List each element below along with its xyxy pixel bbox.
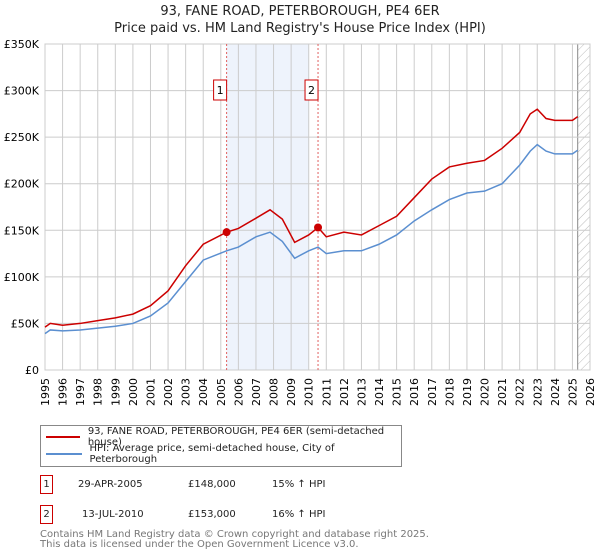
x-tick-label: 2009 — [285, 378, 298, 406]
x-tick-label: 2025 — [566, 378, 579, 406]
x-tick-label: 2013 — [355, 378, 368, 406]
x-tick-label: 2003 — [180, 378, 193, 406]
x-tick-label: 2010 — [303, 378, 316, 406]
footer-line2: This data is licensed under the Open Gov… — [40, 539, 359, 550]
footer-line1: Contains HM Land Registry data © Crown c… — [40, 529, 429, 540]
x-tick-label: 2001 — [144, 378, 157, 406]
hpi-line — [44, 143, 579, 335]
x-tick-label: 2007 — [250, 378, 263, 406]
x-tick-label: 2022 — [514, 378, 527, 406]
x-tick-label: 2026 — [584, 378, 597, 406]
property-line — [44, 108, 579, 328]
x-tick-label: 2014 — [373, 378, 386, 406]
x-tick-label: 2019 — [461, 378, 474, 406]
sale-point — [314, 223, 323, 232]
chart-subtitle: Price paid vs. HM Land Registry's House … — [114, 21, 486, 36]
x-tick-label: 2011 — [320, 378, 333, 406]
price-chart: 1995 1996 1997 1998 1999 2000 2001 2002 2003 2004… — [4, 38, 597, 406]
x-tick-label: 2016 — [408, 378, 421, 406]
x-tick-label: 2006 — [232, 378, 245, 406]
marker-box — [304, 79, 319, 101]
forecast-hatch — [577, 44, 590, 370]
shaded-period — [226, 44, 309, 370]
transaction-badge: 2 — [40, 505, 53, 524]
x-tick-label: 1997 — [74, 378, 87, 406]
x-tick-label: 1995 — [39, 378, 52, 406]
x-tick-label: 2017 — [426, 378, 439, 406]
transaction-hpi: 16% ↑ HPI — [272, 509, 326, 520]
x-tick-label: 2024 — [549, 378, 562, 406]
y-tick-label: £100K — [4, 271, 40, 284]
y-tick-label: £350K — [4, 38, 40, 51]
footer: Contains HM Land Registry data © Crown c… — [40, 530, 429, 550]
y-tick-label: £300K — [4, 85, 40, 98]
x-tick-label: 2005 — [215, 378, 228, 406]
legend-property: 93, FANE ROAD, PETERBOROUGH, PE4 6ER (se… — [87, 425, 385, 448]
x-tick-label: 2020 — [479, 378, 492, 406]
plot-frame — [44, 43, 591, 371]
chart-title: 93, FANE ROAD, PETERBOROUGH, PE4 6ER — [160, 4, 440, 19]
y-tick-label: £200K — [4, 178, 40, 191]
transaction-row: 1 29-APR-2005 £148,000 15% ↑ HPI — [40, 475, 325, 494]
transaction-hpi: 15% ↑ HPI — [272, 479, 326, 490]
y-tick-label: £50K — [11, 317, 40, 330]
x-tick-label: 1999 — [109, 378, 122, 406]
marker-label: 1 — [217, 84, 224, 97]
legend-red-line — [46, 435, 80, 438]
marker-label: 2 — [308, 84, 315, 97]
x-tick-label: 2023 — [531, 378, 544, 406]
x-tick-label: 2018 — [443, 378, 456, 406]
marker-box — [213, 79, 228, 101]
sale-point — [222, 228, 231, 237]
x-tick-label: 2008 — [268, 378, 281, 406]
transaction-date: 13-JUL-2010 — [82, 509, 144, 520]
y-tick-label: £250K — [4, 131, 40, 144]
legend-blue-line — [46, 452, 82, 455]
x-tick-label: 2000 — [127, 378, 140, 406]
transaction-date: 29-APR-2005 — [78, 479, 143, 490]
x-tick-label: 1996 — [57, 378, 70, 406]
x-tick-label: 2015 — [391, 378, 404, 406]
transaction-row: 2 13-JUL-2010 £153,000 16% ↑ HPI — [40, 505, 325, 524]
x-tick-label: 2004 — [197, 378, 210, 406]
legend: 93, FANE ROAD, PETERBOROUGH, PE4 6ER (se… — [40, 425, 402, 467]
x-tick-label: 2002 — [162, 378, 175, 406]
legend-hpi: HPI: Average price, semi-detached house,… — [89, 442, 335, 465]
transaction-price: £153,000 — [188, 509, 236, 520]
y-tick-label: £150K — [4, 224, 40, 237]
y-tick-label: £0 — [25, 364, 39, 377]
transaction-badge: 1 — [40, 475, 53, 494]
x-tick-label: 2012 — [338, 378, 351, 406]
x-tick-label: 2021 — [496, 378, 509, 406]
x-tick-label: 1998 — [92, 378, 105, 406]
transaction-price: £148,000 — [188, 479, 236, 490]
